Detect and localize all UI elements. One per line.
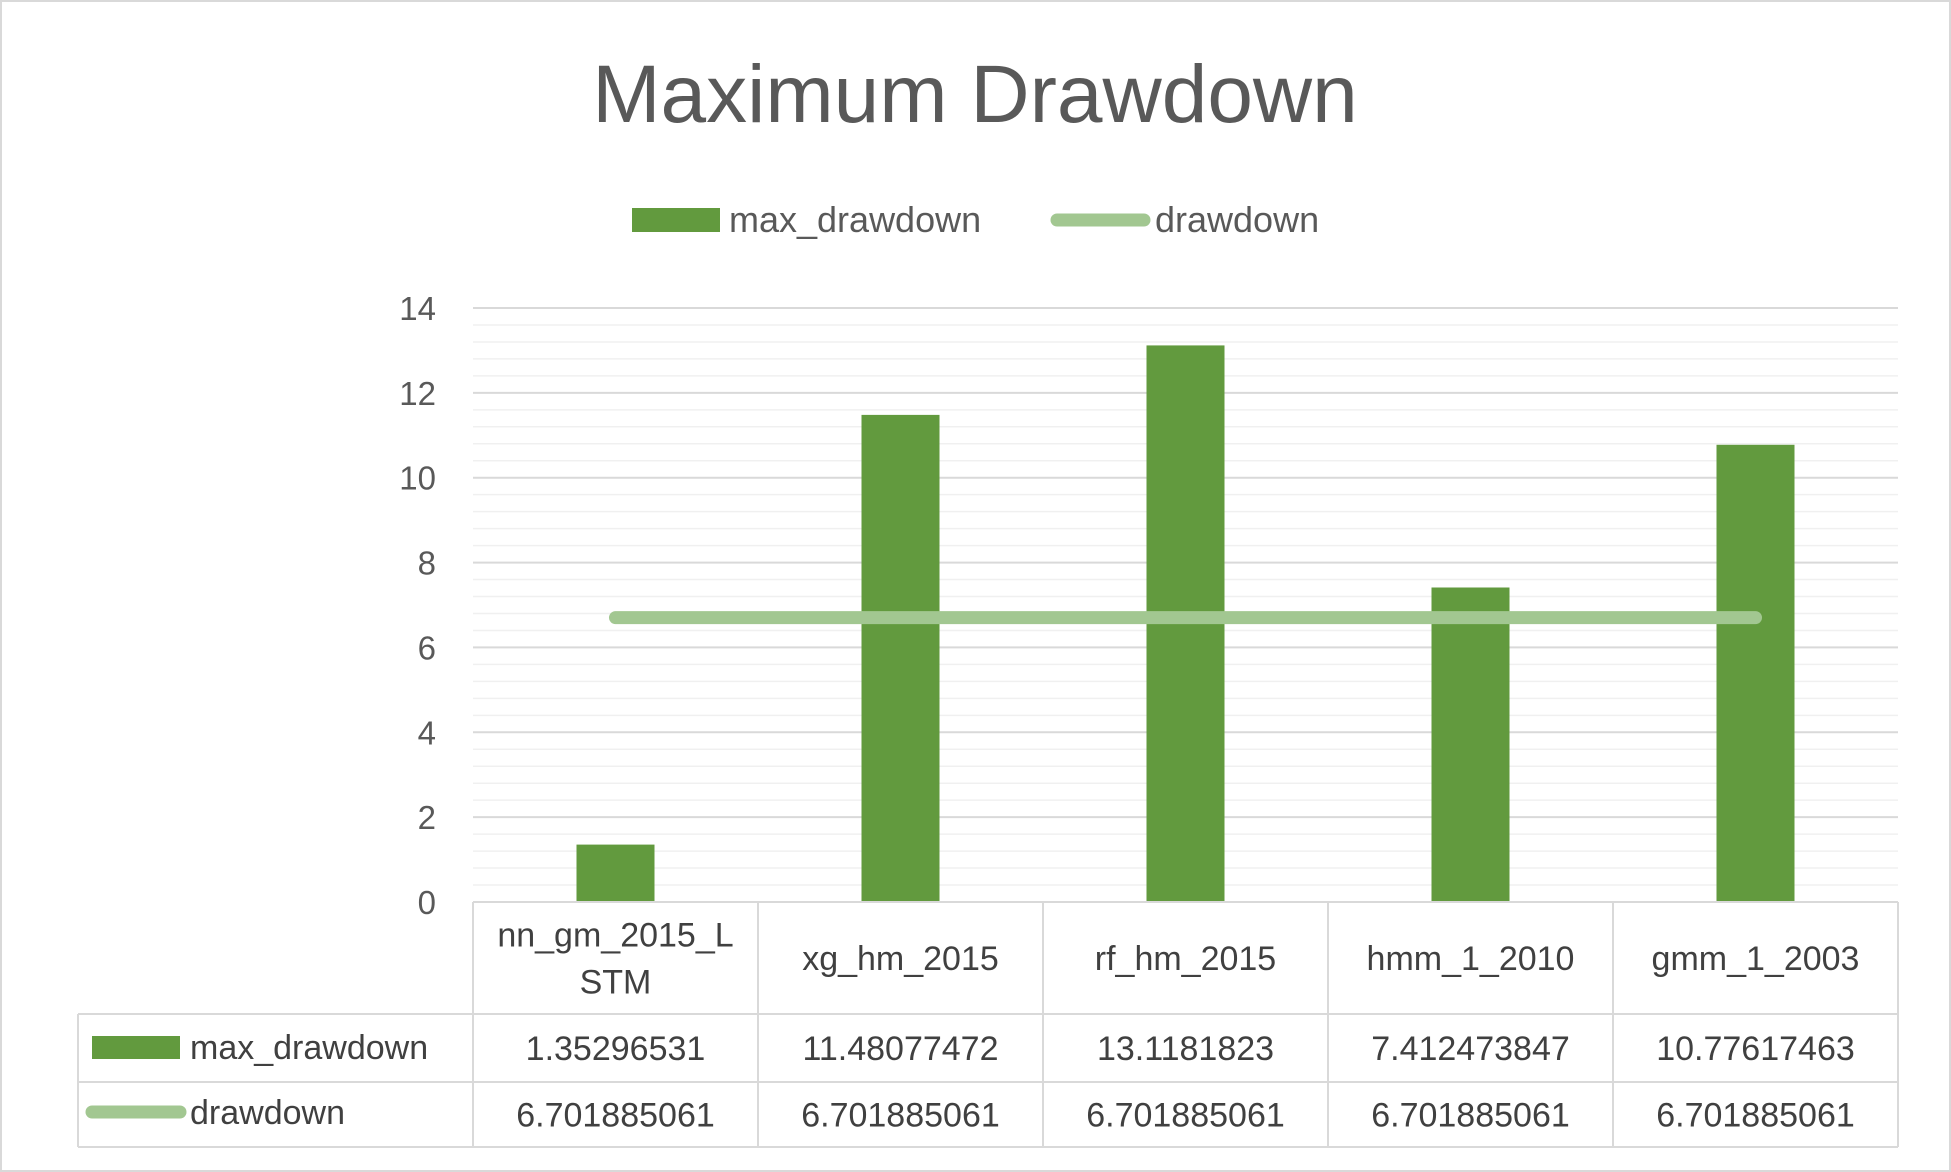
data-table-header: nn_gm_2015_L STM xg_hm_2015 rf_hm_2015 hmm_1… — [497, 917, 1859, 1002]
bar-max-drawdown — [1716, 444, 1795, 902]
bar-max-drawdown — [576, 844, 655, 902]
legend-label-max-drawdown: max_drawdown — [729, 199, 981, 240]
bar-max-drawdown — [1431, 587, 1510, 902]
table-value-drawdown: 6.701885061 — [516, 1097, 715, 1135]
category-label: gmm_1_2003 — [1652, 940, 1860, 978]
table-value-max-drawdown: 1.35296531 — [526, 1030, 706, 1068]
row-key-max-drawdown — [92, 1036, 180, 1059]
category-label: nn_gm_2015_L — [497, 917, 733, 955]
bar-max-drawdown — [861, 414, 940, 902]
y-tick-label: 14 — [399, 290, 436, 327]
data-table-row-drawdown: drawdown — [85, 1094, 345, 1132]
chart-title: Maximum Drawdown — [592, 49, 1358, 140]
table-value-max-drawdown: 7.412473847 — [1371, 1030, 1570, 1068]
category-label: hmm_1_2010 — [1367, 940, 1575, 978]
category-label: rf_hm_2015 — [1095, 940, 1276, 978]
legend-label-drawdown: drawdown — [1155, 199, 1319, 240]
y-tick-label: 12 — [399, 375, 436, 412]
table-value-drawdown: 6.701885061 — [801, 1097, 1000, 1135]
y-tick-label: 10 — [399, 460, 436, 497]
row-label-drawdown: drawdown — [190, 1094, 345, 1132]
table-value-max-drawdown: 10.77617463 — [1656, 1030, 1855, 1068]
y-tick-label: 6 — [418, 629, 436, 666]
table-value-drawdown: 6.701885061 — [1371, 1097, 1570, 1135]
table-value-drawdown: 6.701885061 — [1086, 1097, 1285, 1135]
table-value-max-drawdown: 13.1181823 — [1097, 1030, 1274, 1068]
data-table-rows: max_drawdown drawdown 1.35296531 11.48077… — [85, 1029, 1855, 1135]
y-tick-label: 2 — [418, 799, 436, 836]
legend-key-max-drawdown — [632, 208, 720, 232]
y-tick-label: 0 — [418, 884, 436, 921]
category-label: xg_hm_2015 — [802, 940, 999, 978]
row-label-max-drawdown: max_drawdown — [190, 1029, 428, 1067]
legend: max_drawdown drawdown — [632, 199, 1319, 240]
data-table-row-max-drawdown: max_drawdown — [92, 1029, 428, 1067]
y-tick-label: 8 — [418, 545, 436, 582]
category-label: STM — [580, 964, 652, 1002]
data-table: nn_gm_2015_L STM xg_hm_2015 rf_hm_2015 hmm_1… — [77, 901, 1899, 1148]
y-tick-label: 4 — [418, 714, 436, 751]
table-value-max-drawdown: 11.48077472 — [802, 1030, 998, 1068]
data-table-borders — [77, 901, 1899, 1148]
y-axis-ticks: 0 2 4 6 8 10 12 14 — [399, 290, 436, 921]
table-value-drawdown: 6.701885061 — [1656, 1097, 1855, 1135]
